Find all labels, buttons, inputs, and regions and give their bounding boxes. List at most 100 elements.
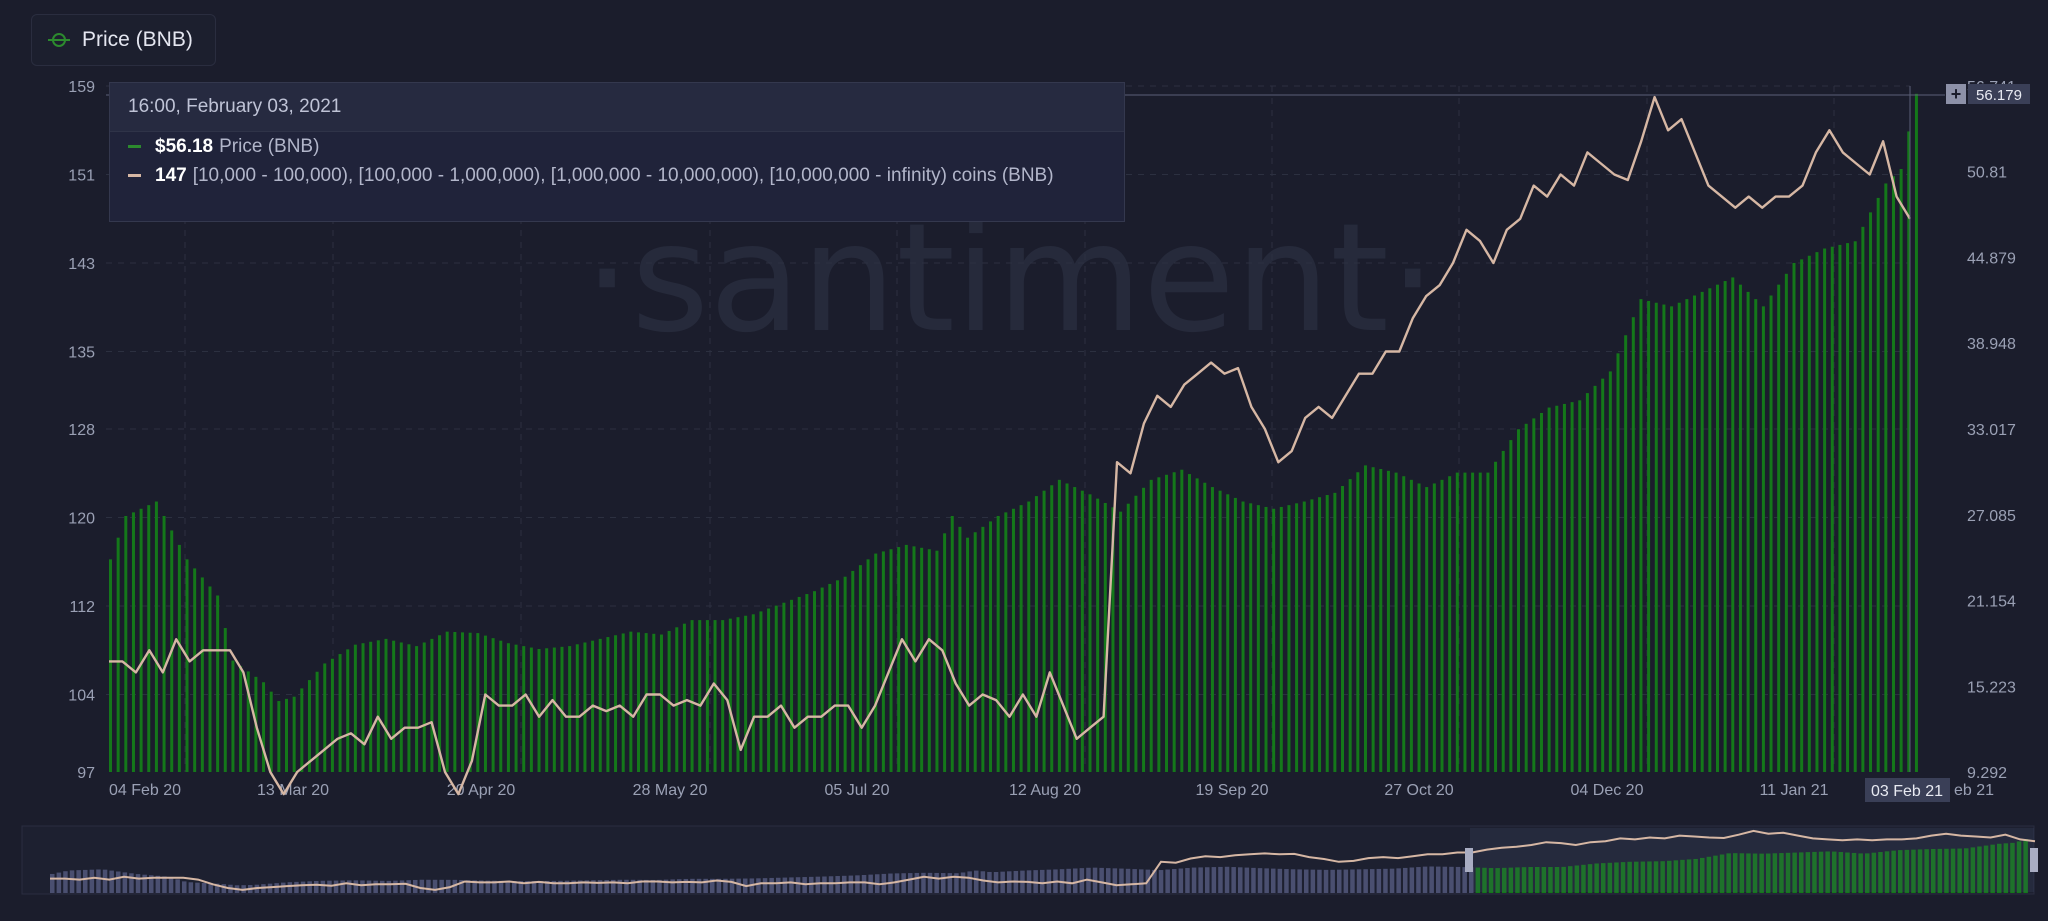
navigator-bar [1198,867,1203,893]
navigator-bar [1244,867,1250,893]
price-bar [1195,478,1199,772]
price-bar [323,663,327,772]
navigator-bar [1726,853,1731,893]
price-bar [1088,494,1092,772]
navigator-bar [1442,866,1448,893]
navigator-bar [1990,844,1995,893]
navigator-bar [1238,867,1243,893]
navigator-right-handle[interactable] [2030,848,2038,872]
navigator-bar [1257,868,1263,893]
navigator-bar [439,879,444,893]
price-bar [866,559,870,772]
navigator-bar [1601,863,1606,893]
price-bar [506,643,510,772]
navigator-bar [1772,853,1778,893]
navigator-bar [452,879,458,893]
navigator-bar [1554,866,1560,893]
navigator-bar [1825,851,1830,893]
price-bar [315,671,319,772]
tooltip-price-name: Price (BNB) [219,135,320,157]
navigator-bar [215,883,220,893]
navigator-bar [1779,853,1784,893]
navigator-bar [1495,868,1500,893]
price-bar [200,577,204,772]
x-tick-label: 20 Apr 20 [447,782,516,799]
price-bar [338,654,342,772]
price-bar [1746,291,1750,772]
price-bar [1777,284,1781,772]
price-bar [858,565,862,772]
navigator-bar [1733,853,1738,893]
price-bar [483,635,487,772]
navigator-bar [1416,867,1421,893]
navigator-bar [2023,838,2028,893]
price-bar [981,526,985,772]
price-bar [1310,499,1314,772]
metric-legend-button[interactable]: Price (BNB) [31,14,216,66]
navigator-bar [1673,860,1679,893]
navigator-bar [908,873,913,893]
navigator-bar [564,880,570,893]
price-bar [1601,378,1605,772]
navigator-bar [1363,869,1368,893]
price-bar [1838,244,1842,772]
y-left-tick-label: 112 [69,599,95,616]
navigator-bar [1337,869,1342,893]
price-bar [583,642,587,772]
price-bar [874,553,878,772]
range-navigator[interactable] [21,825,2038,895]
navigator-bar [129,873,134,893]
price-bar [376,640,380,772]
price-bar [1853,241,1857,773]
price-bar [1761,306,1765,772]
price-bar [1693,295,1697,772]
price-series-icon [48,33,70,47]
price-bar [1593,385,1597,772]
price-bar [675,627,679,772]
price-bar [797,596,801,772]
navigator-bar [1046,869,1052,893]
navigator-bar [716,878,722,893]
navigator-bar [465,880,471,893]
navigator-bar [1099,867,1104,893]
price-bar [1784,273,1788,772]
navigator-bar [492,880,497,893]
price-bar [782,602,786,772]
x-tick-label: 27 Oct 20 [1384,782,1453,799]
price-bar [1608,371,1612,772]
navigator-bar [604,880,609,893]
price-bar [958,526,962,772]
price-bar [1547,407,1551,772]
navigator-bar [1667,860,1672,893]
price-bar [950,515,954,772]
price-bar [973,532,977,772]
navigator-bar [1719,854,1725,893]
price-bar [147,505,151,772]
price-bar [1861,226,1865,772]
navigator-bar [815,876,821,893]
navigator-bar [1845,852,1850,893]
add-signal-button[interactable] [1946,84,1966,104]
navigator-bar [578,880,583,893]
navigator-bar [485,880,491,893]
price-bar [1203,482,1207,772]
navigator-bar [393,880,398,893]
navigator-selection[interactable] [1470,828,2034,892]
navigator-bar [1917,849,1923,893]
price-bar [139,508,143,772]
navigator-bar [432,879,438,893]
price-bar [1647,300,1651,772]
tooltip-row-holders: 147 [10,000 - 100,000), [100,000 - 1,000… [128,161,1124,190]
price-bar [1654,302,1658,772]
navigator-bar [1073,868,1078,893]
navigator-bar [472,880,477,893]
price-bar [353,644,357,772]
y-right-tick-label: 27.085 [1967,508,2016,525]
navigator-bar [267,883,273,893]
y-left-tick-label: 104 [68,688,95,705]
price-bar [682,623,686,772]
x-tick-label: 12 Aug 20 [1009,782,1081,799]
navigator-left-handle[interactable] [1465,848,1473,872]
price-bar [1241,501,1245,772]
